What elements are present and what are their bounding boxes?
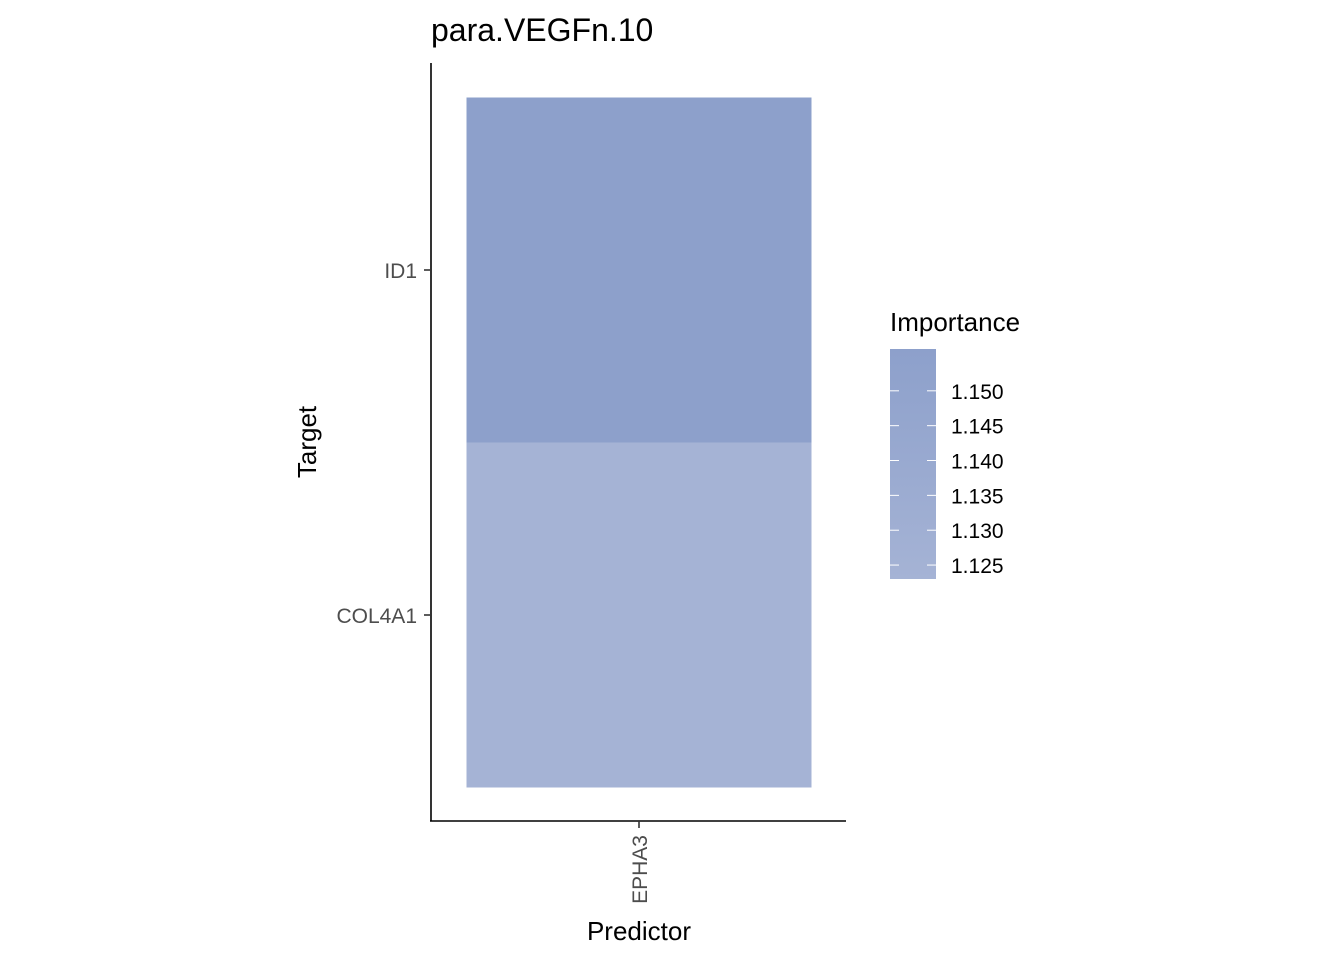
y-tick-label: COL4A1: [336, 605, 417, 628]
heatmap-cell-id1-epha3: [466, 97, 812, 443]
legend-tick-label: 1.135: [951, 485, 1004, 508]
heatmap-cells: [466, 97, 812, 788]
legend: Importance 1.150 1.145 1.140 1.135 1.130 1.12…: [890, 307, 1020, 579]
y-axis-ticks: COL4A1 ID1: [336, 260, 431, 628]
legend-tick-label: 1.145: [951, 416, 1004, 439]
x-axis-title: Predictor: [587, 916, 691, 946]
chart-title: para.VEGFn.10: [431, 12, 653, 48]
y-tick-label: ID1: [384, 260, 417, 283]
legend-ticks: 1.150 1.145 1.140 1.135 1.130 1.125: [890, 381, 1004, 578]
legend-tick-label: 1.140: [951, 451, 1004, 474]
legend-title: Importance: [890, 307, 1020, 337]
x-axis-ticks: EPHA3: [629, 821, 652, 904]
y-axis-title: Target: [292, 405, 322, 478]
legend-tick-label: 1.125: [951, 555, 1004, 578]
legend-tick-label: 1.150: [951, 381, 1004, 404]
heatmap-cell-col4a1-epha3: [466, 442, 812, 788]
legend-colorbar: [890, 349, 936, 579]
legend-tick-label: 1.130: [951, 520, 1004, 543]
x-tick-label: EPHA3: [629, 835, 652, 904]
